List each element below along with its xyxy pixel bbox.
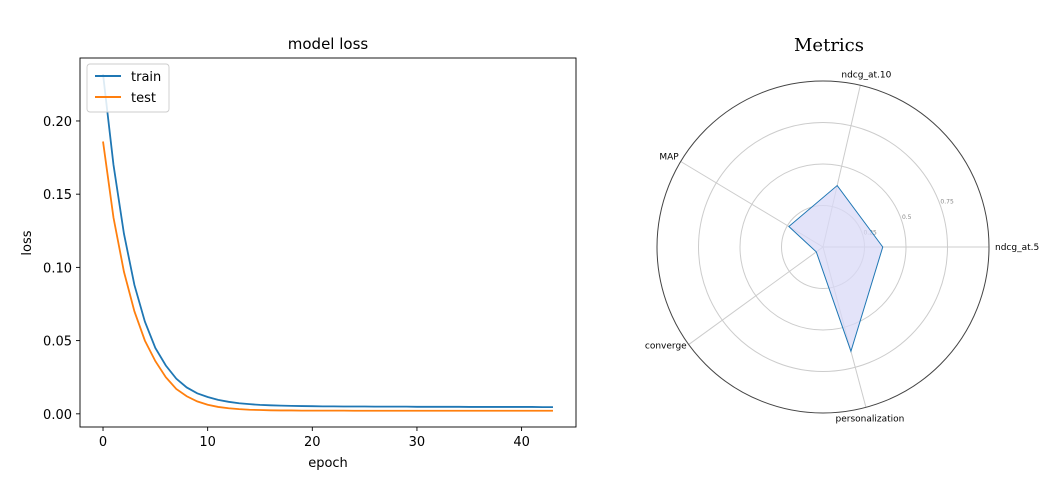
metrics-radar-chart: Metrics 0.250.50.75 ndcg_at.5ndcg_at.10M… bbox=[645, 35, 1039, 424]
y-tick-label: 0.05 bbox=[43, 335, 72, 350]
loss-x-axis-label: epoch bbox=[308, 456, 348, 471]
radar-axis-label: MAP bbox=[659, 153, 679, 163]
legend-label-test: test bbox=[131, 91, 156, 106]
radar-series-area bbox=[788, 184, 884, 353]
loss-y-axis-label: loss bbox=[20, 230, 35, 255]
x-tick-label: 30 bbox=[409, 435, 426, 450]
y-tick-label: 0.00 bbox=[43, 408, 72, 423]
radar-axis-label: converge bbox=[645, 342, 687, 352]
y-tick-label: 0.10 bbox=[43, 261, 72, 276]
series-line-test bbox=[102, 141, 553, 412]
radar-spoke bbox=[688, 246, 824, 345]
y-tick-label: 0.20 bbox=[43, 115, 72, 130]
radar-axis-label: personalization bbox=[836, 414, 905, 424]
series-line-train bbox=[102, 74, 553, 408]
radar-axis-label: ndcg_at.10 bbox=[841, 70, 891, 80]
loss-chart: model loss 0 10 20 30 40 0.00 0.05 0.10 0.15 0.2… bbox=[20, 35, 577, 471]
loss-chart-title: model loss bbox=[288, 35, 369, 53]
x-tick-label: 0 bbox=[99, 435, 107, 450]
y-tick-label: 0.15 bbox=[43, 188, 72, 203]
x-tick-label: 10 bbox=[199, 435, 216, 450]
loss-xticks: 0 10 20 30 40 bbox=[99, 427, 530, 450]
x-tick-label: 20 bbox=[304, 435, 321, 450]
radar-r-tick-label: 0.75 bbox=[940, 198, 954, 205]
x-tick-label: 40 bbox=[513, 435, 530, 450]
loss-lines bbox=[102, 74, 553, 412]
radar-axis-label: ndcg_at.5 bbox=[995, 243, 1039, 253]
loss-yticks: 0.00 0.05 0.10 0.15 0.20 bbox=[43, 115, 80, 423]
loss-legend: train test bbox=[86, 63, 170, 113]
radar-title: Metrics bbox=[794, 35, 864, 56]
radar-outer-frame bbox=[656, 80, 990, 414]
radar-data bbox=[788, 184, 884, 353]
radar-labels: ndcg_at.5 ndcg_at.10 MAP converge personaliz… bbox=[645, 70, 1039, 424]
legend-label-train: train bbox=[131, 70, 161, 85]
radar-r-tick-label: 0.5 bbox=[902, 214, 912, 221]
loss-plot-area bbox=[80, 58, 576, 427]
loss-plot-frame bbox=[79, 57, 577, 428]
